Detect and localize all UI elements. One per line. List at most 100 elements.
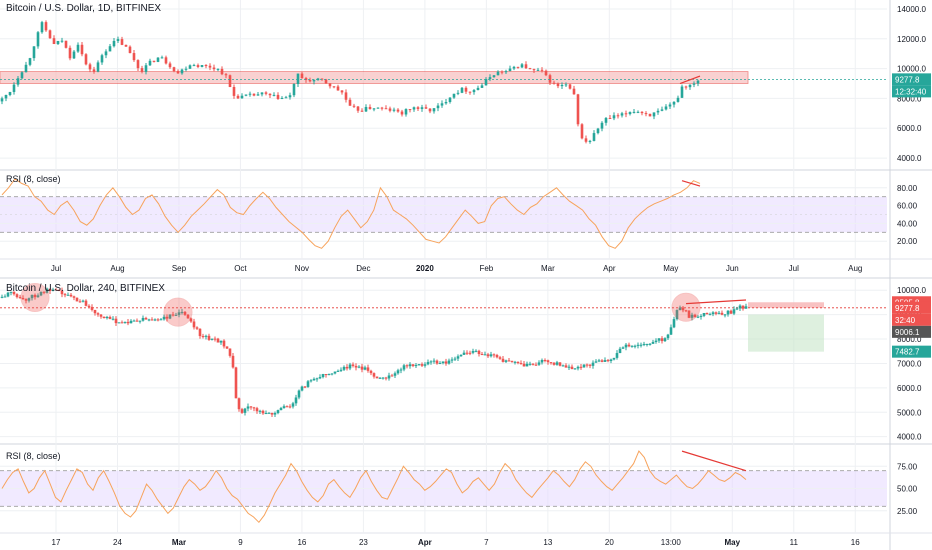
candle-body	[534, 364, 538, 366]
candle-body	[188, 65, 192, 69]
candle-body	[228, 75, 232, 88]
candle-body	[580, 124, 584, 139]
candle-body	[570, 366, 574, 370]
candle-body	[504, 71, 508, 73]
candle-body	[144, 317, 148, 320]
candle-body	[579, 366, 583, 368]
candle-body	[532, 69, 536, 71]
candle-body	[584, 138, 588, 142]
candle-body	[624, 113, 628, 115]
candle-body	[735, 308, 739, 310]
highlight-circle	[163, 297, 193, 327]
candle-body	[24, 299, 28, 301]
candle-body	[525, 363, 529, 367]
candle-body	[741, 305, 745, 309]
candle-body	[537, 362, 541, 365]
candle-body	[489, 354, 493, 357]
candle-body	[664, 106, 668, 110]
candle-body	[555, 362, 559, 365]
candle-body	[558, 362, 562, 366]
candle-body	[483, 354, 487, 356]
y-tick-label: 10000.0	[897, 65, 926, 74]
candle-body	[300, 386, 304, 391]
candle-body	[636, 344, 640, 346]
x-tick-label: 16	[297, 538, 306, 547]
candle-body	[576, 366, 580, 369]
candle-body	[252, 407, 256, 409]
candle-body	[435, 360, 439, 364]
candle-body	[676, 97, 680, 102]
candle-body	[668, 104, 672, 107]
candle-body	[404, 109, 408, 115]
candle-body	[597, 360, 601, 362]
candle-body	[99, 314, 103, 317]
candle-body	[596, 128, 600, 134]
candle-body	[140, 68, 144, 72]
candle-body	[92, 69, 96, 72]
candle-body	[27, 298, 31, 301]
candle-body	[16, 78, 20, 85]
candle-body	[328, 83, 332, 87]
candle-body	[684, 86, 688, 88]
candle-body	[620, 113, 624, 116]
price-label-bg	[892, 301, 931, 314]
candle-body	[284, 97, 288, 99]
candle-body	[488, 77, 492, 80]
candle-body	[108, 316, 112, 319]
candle-body	[152, 60, 156, 62]
candle-body	[354, 365, 358, 368]
candle-body	[402, 365, 406, 370]
candle-body	[412, 107, 416, 110]
candle-body	[150, 319, 154, 321]
candle-body	[702, 312, 706, 316]
candle-body	[318, 377, 322, 379]
candle-body	[576, 94, 580, 125]
candle-body	[508, 68, 512, 72]
candle-body	[84, 54, 88, 65]
candle-body	[100, 55, 104, 63]
candle-body	[312, 378, 316, 381]
candle-body	[324, 374, 328, 376]
candle-body	[699, 315, 703, 317]
candle-body	[0, 98, 4, 102]
x-tick-label: Aug	[110, 264, 124, 273]
candle-body	[510, 360, 514, 362]
candle-body	[459, 354, 463, 357]
candle-body	[696, 80, 700, 84]
candle-body	[236, 95, 240, 99]
candle-body	[136, 60, 140, 69]
candle-body	[224, 74, 228, 76]
rsi2-title: RSI (8, close)	[6, 451, 61, 461]
candle-body	[348, 99, 352, 106]
x-tick-label: Jul	[51, 264, 61, 273]
candle-body	[652, 112, 656, 117]
candle-body	[138, 320, 142, 322]
x-tick-label: 20	[605, 538, 614, 547]
candle-body	[108, 46, 112, 52]
candle-body	[572, 88, 576, 95]
candle-body	[516, 66, 520, 68]
candle-body	[60, 40, 64, 42]
candle-body	[87, 305, 91, 307]
candle-body	[644, 113, 648, 115]
candle-body	[657, 338, 661, 341]
candle-body	[520, 64, 524, 68]
candle-body	[513, 361, 517, 363]
candle-body	[484, 79, 488, 86]
candle-body	[568, 84, 572, 89]
candle-body	[128, 46, 132, 54]
candle-body	[512, 66, 516, 69]
candle-body	[93, 309, 97, 314]
y-tick-label: 80.00	[897, 184, 918, 193]
candle-body	[192, 65, 196, 67]
candle-body	[3, 296, 7, 298]
candle-body	[729, 310, 733, 314]
candle-body	[462, 352, 466, 355]
candle-body	[476, 87, 480, 91]
candle-body	[651, 341, 655, 344]
x-tick-label: Mar	[541, 264, 555, 273]
rsi-line	[1, 178, 701, 249]
candle-body	[672, 101, 676, 105]
candle-body	[660, 109, 664, 111]
